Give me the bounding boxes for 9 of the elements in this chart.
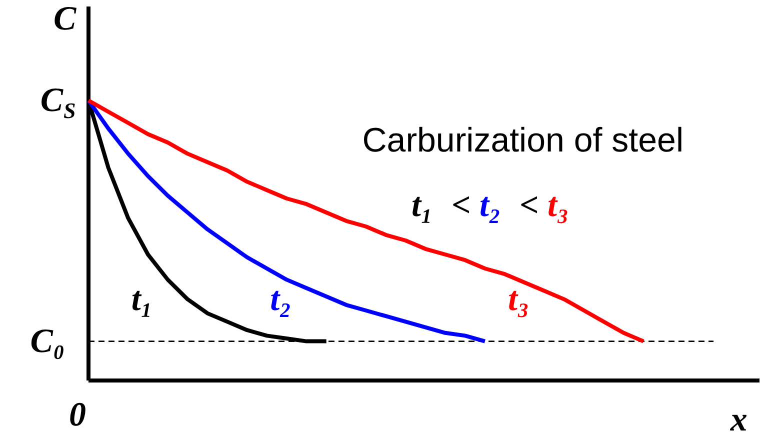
y-axis-title: C: [54, 0, 76, 38]
text: Carburization of steel: [362, 122, 684, 160]
text: 0: [68, 396, 86, 434]
series-label: t₃: [508, 280, 530, 318]
series-label: t₁: [131, 280, 153, 318]
series-label: t₂: [270, 280, 292, 318]
x-axis-title: x: [729, 402, 748, 438]
annotation: t₁ < t₂ < t₃: [412, 187, 569, 224]
ref-line-label: C₀: [30, 322, 65, 360]
